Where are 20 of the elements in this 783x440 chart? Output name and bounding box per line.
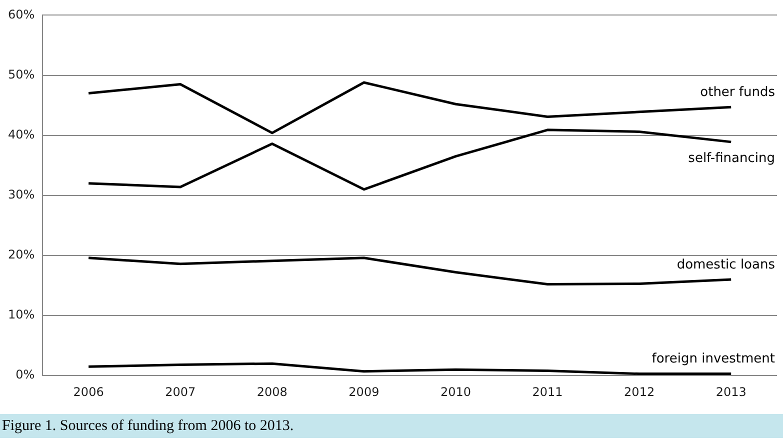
x-tick-label: 2006: [73, 384, 104, 399]
series-label: foreign investment: [652, 352, 775, 367]
x-tick-label: 2009: [348, 384, 380, 399]
series-label: domestic loans: [676, 257, 776, 272]
y-tick-label: 10%: [8, 308, 35, 322]
x-tick-label: 2012: [624, 384, 655, 399]
y-tick-label: 50%: [8, 67, 35, 82]
x-tick-label: 2011: [532, 384, 563, 399]
y-tick-label: 40%: [8, 127, 35, 142]
x-tick-label: 2008: [256, 384, 288, 399]
x-tick-label: 2010: [440, 384, 472, 399]
series-label: self-financing: [688, 150, 775, 166]
x-tick-label: 2007: [165, 384, 196, 399]
caption: Figure 1. Sources of funding from 2006 to 2013.: [1, 417, 294, 436]
x-tick-label: 2013: [716, 384, 746, 399]
y-tick-label: 20%: [8, 248, 35, 262]
y-tick-label: 0%: [16, 368, 35, 382]
series-label: other funds: [700, 84, 776, 100]
y-tick-label: 30%: [8, 188, 35, 202]
y-tick-label: 60%: [8, 7, 35, 22]
